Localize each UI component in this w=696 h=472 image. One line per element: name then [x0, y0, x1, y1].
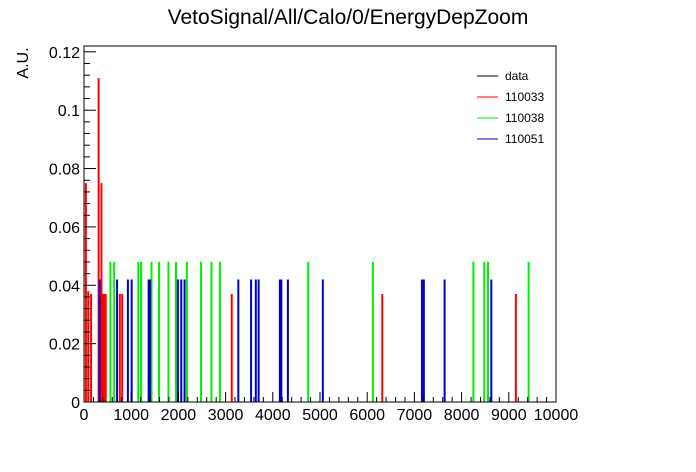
- x-tick-label: 2000: [161, 407, 197, 424]
- x-tick-label: 0: [80, 407, 89, 424]
- x-tick-label: 4000: [255, 407, 291, 424]
- y-tick-label: 0.06: [49, 220, 80, 237]
- legend-label-110038: 110038: [505, 111, 544, 125]
- legend-label-110033: 110033: [505, 90, 544, 104]
- chart-title: VetoSignal/All/Calo/0/EnergyDepZoom: [168, 6, 529, 29]
- legend-label-110051: 110051: [505, 132, 544, 146]
- x-tick-label: 7000: [397, 407, 433, 424]
- y-tick-label: 0.02: [49, 337, 80, 354]
- x-tick-label: 9000: [491, 407, 527, 424]
- y-tick-label: 0.1: [58, 103, 80, 120]
- y-axis: 0 0.02 0.04 0.06 0.08 0.1 0.12: [49, 45, 96, 412]
- x-axis: 0 1000 2000 3000 4000 5000 6000 7000 8000 9000 100…: [80, 392, 579, 424]
- y-tick-label: 0.08: [49, 162, 80, 179]
- x-tick-label: 6000: [349, 407, 385, 424]
- histogram-bars: [84, 78, 530, 402]
- y-tick-label: 0.04: [49, 278, 80, 295]
- x-tick-label: 5000: [302, 407, 338, 424]
- x-tick-label: 3000: [208, 407, 244, 424]
- x-tick-label: 1000: [113, 407, 149, 424]
- y-tick-label: 0: [71, 395, 80, 412]
- x-tick-label: 10000: [534, 407, 579, 424]
- x-tick-label: 8000: [444, 407, 480, 424]
- legend: data 110033 110038 110051: [477, 69, 544, 146]
- legend-label-data: data: [505, 69, 529, 83]
- y-tick-label: 0.12: [49, 45, 80, 62]
- y-axis-label: A.U.: [15, 47, 32, 78]
